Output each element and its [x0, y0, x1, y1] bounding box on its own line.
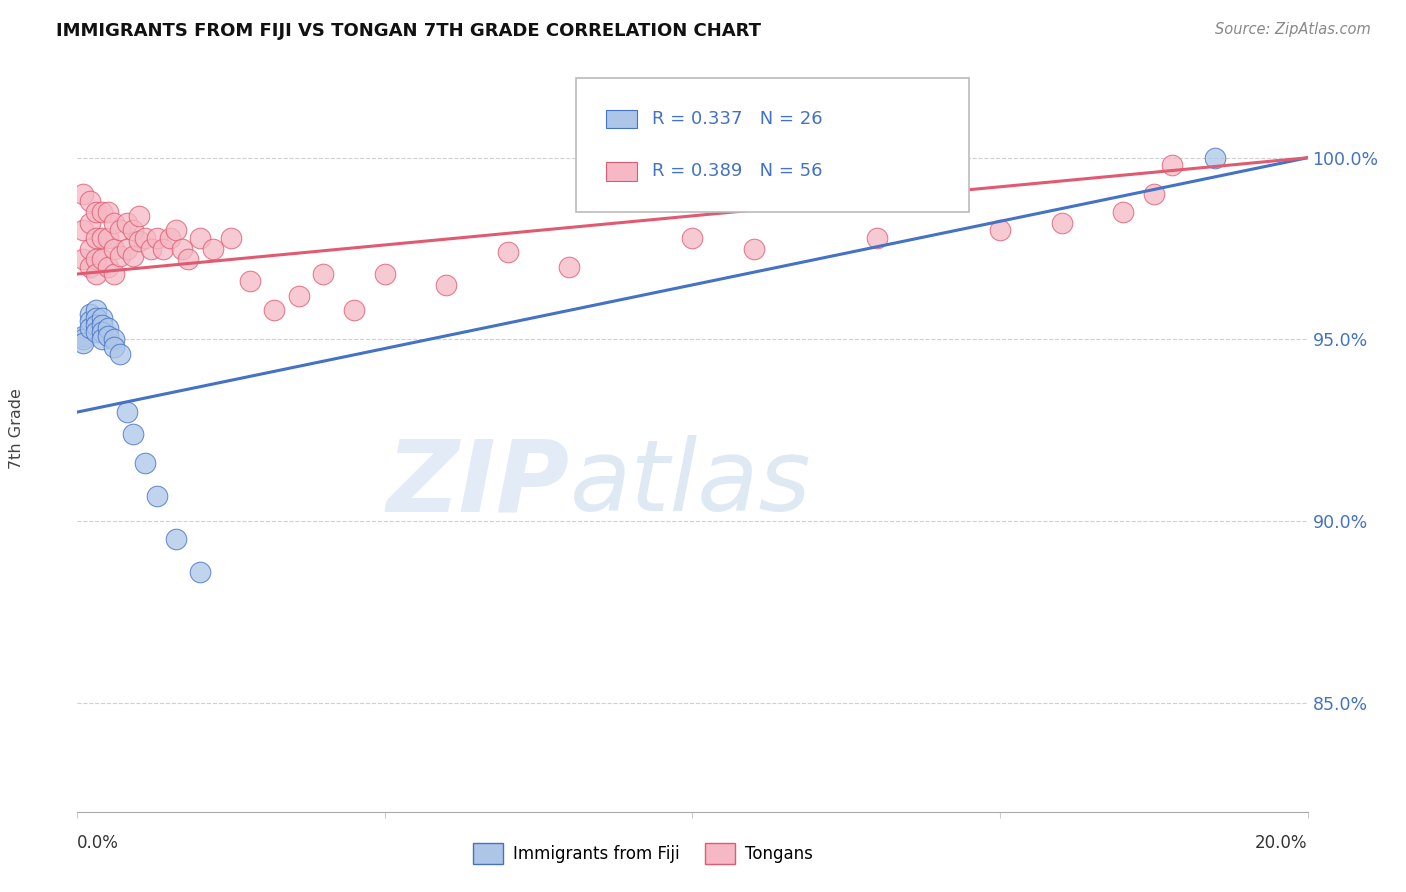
- Text: atlas: atlas: [569, 435, 811, 533]
- Point: [90, 318, 114, 332]
- Point: [134, 456, 156, 470]
- Point: [79, 260, 101, 274]
- Point: [97, 260, 120, 274]
- Point: [90, 325, 114, 339]
- Point: [742, 242, 765, 256]
- Point: [165, 223, 187, 237]
- Point: [72, 328, 94, 343]
- Point: [1112, 205, 1135, 219]
- Text: ZIP: ZIP: [387, 435, 569, 533]
- Point: [682, 230, 704, 244]
- Text: 7th Grade: 7th Grade: [10, 388, 24, 468]
- Point: [1161, 158, 1184, 172]
- Point: [97, 230, 120, 244]
- Point: [79, 314, 101, 328]
- Point: [84, 267, 107, 281]
- Point: [90, 205, 114, 219]
- Point: [84, 230, 107, 244]
- Point: [219, 230, 242, 244]
- Point: [177, 252, 200, 267]
- Text: 0.0%: 0.0%: [77, 834, 120, 852]
- Point: [90, 252, 114, 267]
- FancyBboxPatch shape: [575, 78, 969, 212]
- Point: [188, 230, 212, 244]
- Point: [84, 325, 107, 339]
- Text: R = 0.389   N = 56: R = 0.389 N = 56: [652, 162, 823, 180]
- Point: [134, 230, 156, 244]
- Point: [79, 194, 101, 209]
- Point: [988, 223, 1011, 237]
- Point: [103, 332, 125, 346]
- Point: [110, 249, 132, 263]
- Point: [128, 209, 150, 223]
- Point: [84, 303, 107, 318]
- Point: [146, 230, 169, 244]
- Text: 20.0%: 20.0%: [1256, 834, 1308, 852]
- Point: [121, 223, 143, 237]
- Point: [1204, 151, 1226, 165]
- Point: [374, 267, 396, 281]
- Point: [90, 230, 114, 244]
- Point: [72, 223, 94, 237]
- Text: R = 0.337   N = 26: R = 0.337 N = 26: [652, 110, 823, 128]
- Point: [146, 489, 169, 503]
- Point: [97, 205, 120, 219]
- Text: IMMIGRANTS FROM FIJI VS TONGAN 7TH GRADE CORRELATION CHART: IMMIGRANTS FROM FIJI VS TONGAN 7TH GRADE…: [56, 22, 761, 40]
- Point: [90, 310, 114, 325]
- Point: [115, 242, 138, 256]
- Point: [121, 249, 143, 263]
- Bar: [606, 110, 637, 128]
- Point: [110, 347, 132, 361]
- Point: [866, 230, 889, 244]
- Point: [84, 318, 107, 332]
- Point: [79, 242, 101, 256]
- Point: [288, 289, 311, 303]
- Point: [152, 242, 174, 256]
- Point: [201, 242, 224, 256]
- Point: [1143, 187, 1166, 202]
- Legend: Immigrants from Fiji, Tongans: Immigrants from Fiji, Tongans: [467, 837, 820, 871]
- Point: [496, 245, 519, 260]
- Point: [343, 303, 366, 318]
- Point: [103, 340, 125, 354]
- Point: [97, 328, 120, 343]
- Point: [263, 303, 285, 318]
- Bar: [606, 162, 637, 181]
- Point: [165, 533, 187, 547]
- Point: [188, 565, 212, 579]
- Point: [558, 260, 581, 274]
- Point: [79, 307, 101, 321]
- Point: [72, 332, 94, 346]
- Point: [436, 277, 458, 292]
- Point: [159, 230, 181, 244]
- Point: [72, 252, 94, 267]
- Point: [115, 405, 138, 419]
- Point: [141, 242, 163, 256]
- Point: [97, 321, 120, 335]
- Point: [170, 242, 193, 256]
- Point: [115, 216, 138, 230]
- Point: [103, 216, 125, 230]
- Point: [110, 223, 132, 237]
- Point: [84, 310, 107, 325]
- Point: [72, 187, 94, 202]
- Point: [312, 267, 335, 281]
- Point: [84, 205, 107, 219]
- Point: [84, 252, 107, 267]
- Point: [90, 332, 114, 346]
- Point: [239, 274, 262, 288]
- Point: [72, 336, 94, 351]
- Point: [79, 321, 101, 335]
- Point: [1050, 216, 1073, 230]
- Point: [79, 216, 101, 230]
- Point: [128, 235, 150, 249]
- Text: Source: ZipAtlas.com: Source: ZipAtlas.com: [1215, 22, 1371, 37]
- Point: [103, 242, 125, 256]
- Point: [103, 267, 125, 281]
- Point: [121, 426, 143, 441]
